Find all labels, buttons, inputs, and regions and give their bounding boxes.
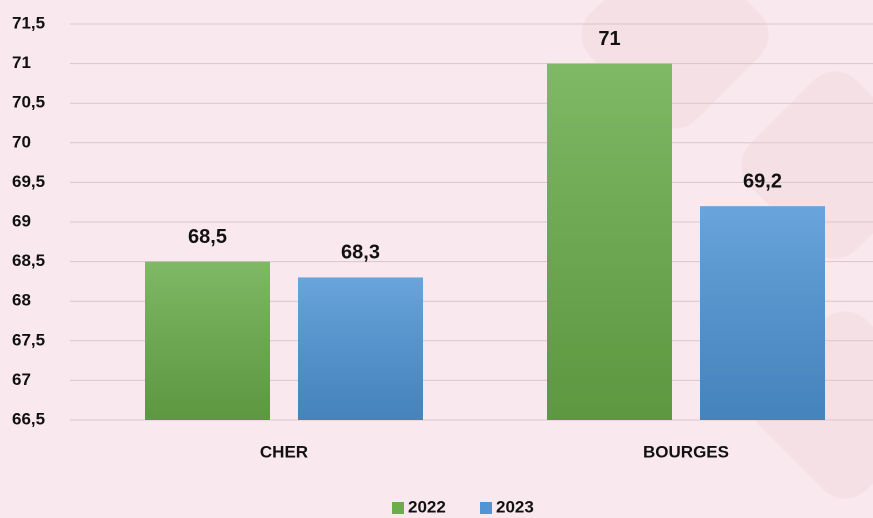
y-tick-label: 70,5 (12, 93, 45, 112)
bar-shade (145, 261, 270, 420)
y-tick-label: 69,5 (12, 172, 45, 191)
legend-swatch (480, 502, 492, 514)
value-label: 68,3 (341, 242, 380, 264)
y-tick-label: 67,5 (12, 330, 45, 349)
y-tick-label: 70 (12, 132, 31, 151)
y-tick-label: 68 (12, 291, 31, 310)
bar-shade (298, 277, 423, 420)
legend-swatch (392, 502, 404, 514)
y-tick-label: 66,5 (12, 409, 45, 428)
legend-label: 2023 (496, 497, 534, 516)
bar-shade (547, 63, 672, 420)
value-label: 69,2 (743, 170, 782, 192)
value-label: 68,5 (188, 226, 227, 248)
y-tick-label: 71 (12, 53, 31, 72)
y-tick-label: 69 (12, 211, 31, 230)
x-tick-label: CHER (260, 442, 308, 461)
value-label: 71 (598, 28, 620, 50)
y-tick-label: 71,5 (12, 13, 45, 32)
bar-shade (700, 206, 825, 420)
y-tick-label: 67 (12, 370, 31, 389)
x-tick-label: BOURGES (643, 442, 729, 461)
y-tick-label: 68,5 (12, 251, 45, 270)
legend-label: 2022 (408, 497, 446, 516)
